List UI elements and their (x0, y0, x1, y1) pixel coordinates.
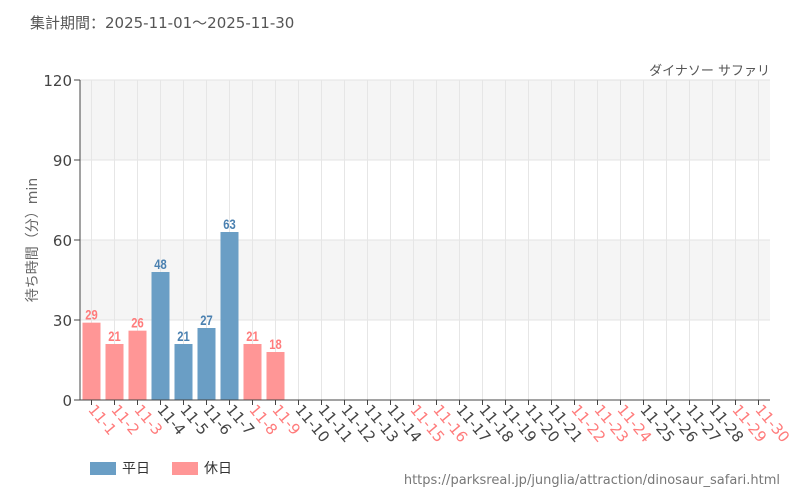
data-label: 26 (131, 316, 143, 331)
grid-band (80, 80, 770, 160)
bar (105, 344, 124, 400)
data-label: 21 (246, 329, 258, 344)
legend-weekday[interactable]: 平日 (90, 458, 150, 478)
bar (174, 344, 193, 400)
chart-subtitle: ダイナソー サファリ (649, 64, 770, 79)
bar (128, 330, 147, 400)
y-tick-label: 0 (62, 392, 72, 410)
legend: 平日 休日 (90, 458, 232, 478)
bar (82, 322, 101, 400)
bar (220, 232, 239, 400)
grid-band (80, 240, 770, 320)
bar (197, 328, 216, 400)
data-label: 63 (223, 217, 235, 232)
data-label: 27 (200, 313, 212, 328)
legend-swatch-weekday (90, 461, 116, 475)
data-label: 21 (177, 329, 189, 344)
y-tick-label: 30 (53, 312, 72, 330)
legend-label-holiday: 休日 (204, 461, 232, 477)
y-tick-label: 90 (53, 152, 72, 170)
data-label: 18 (269, 337, 281, 352)
y-tick-label: 120 (43, 72, 72, 90)
data-label: 48 (154, 257, 166, 272)
period-label: 集計期間：2025-11-01～2025-11-30 (30, 14, 295, 32)
data-label: 21 (108, 329, 120, 344)
legend-label-weekday: 平日 (122, 461, 150, 477)
legend-holiday[interactable]: 休日 (172, 458, 232, 478)
bar (151, 272, 170, 400)
data-label: 29 (85, 308, 97, 323)
bar (243, 344, 262, 400)
legend-swatch-holiday (172, 461, 198, 475)
source-url[interactable]: https://parksreal.jp/junglia/attraction/… (403, 473, 780, 488)
bar (266, 352, 285, 400)
y-tick-label: 60 (53, 232, 72, 250)
